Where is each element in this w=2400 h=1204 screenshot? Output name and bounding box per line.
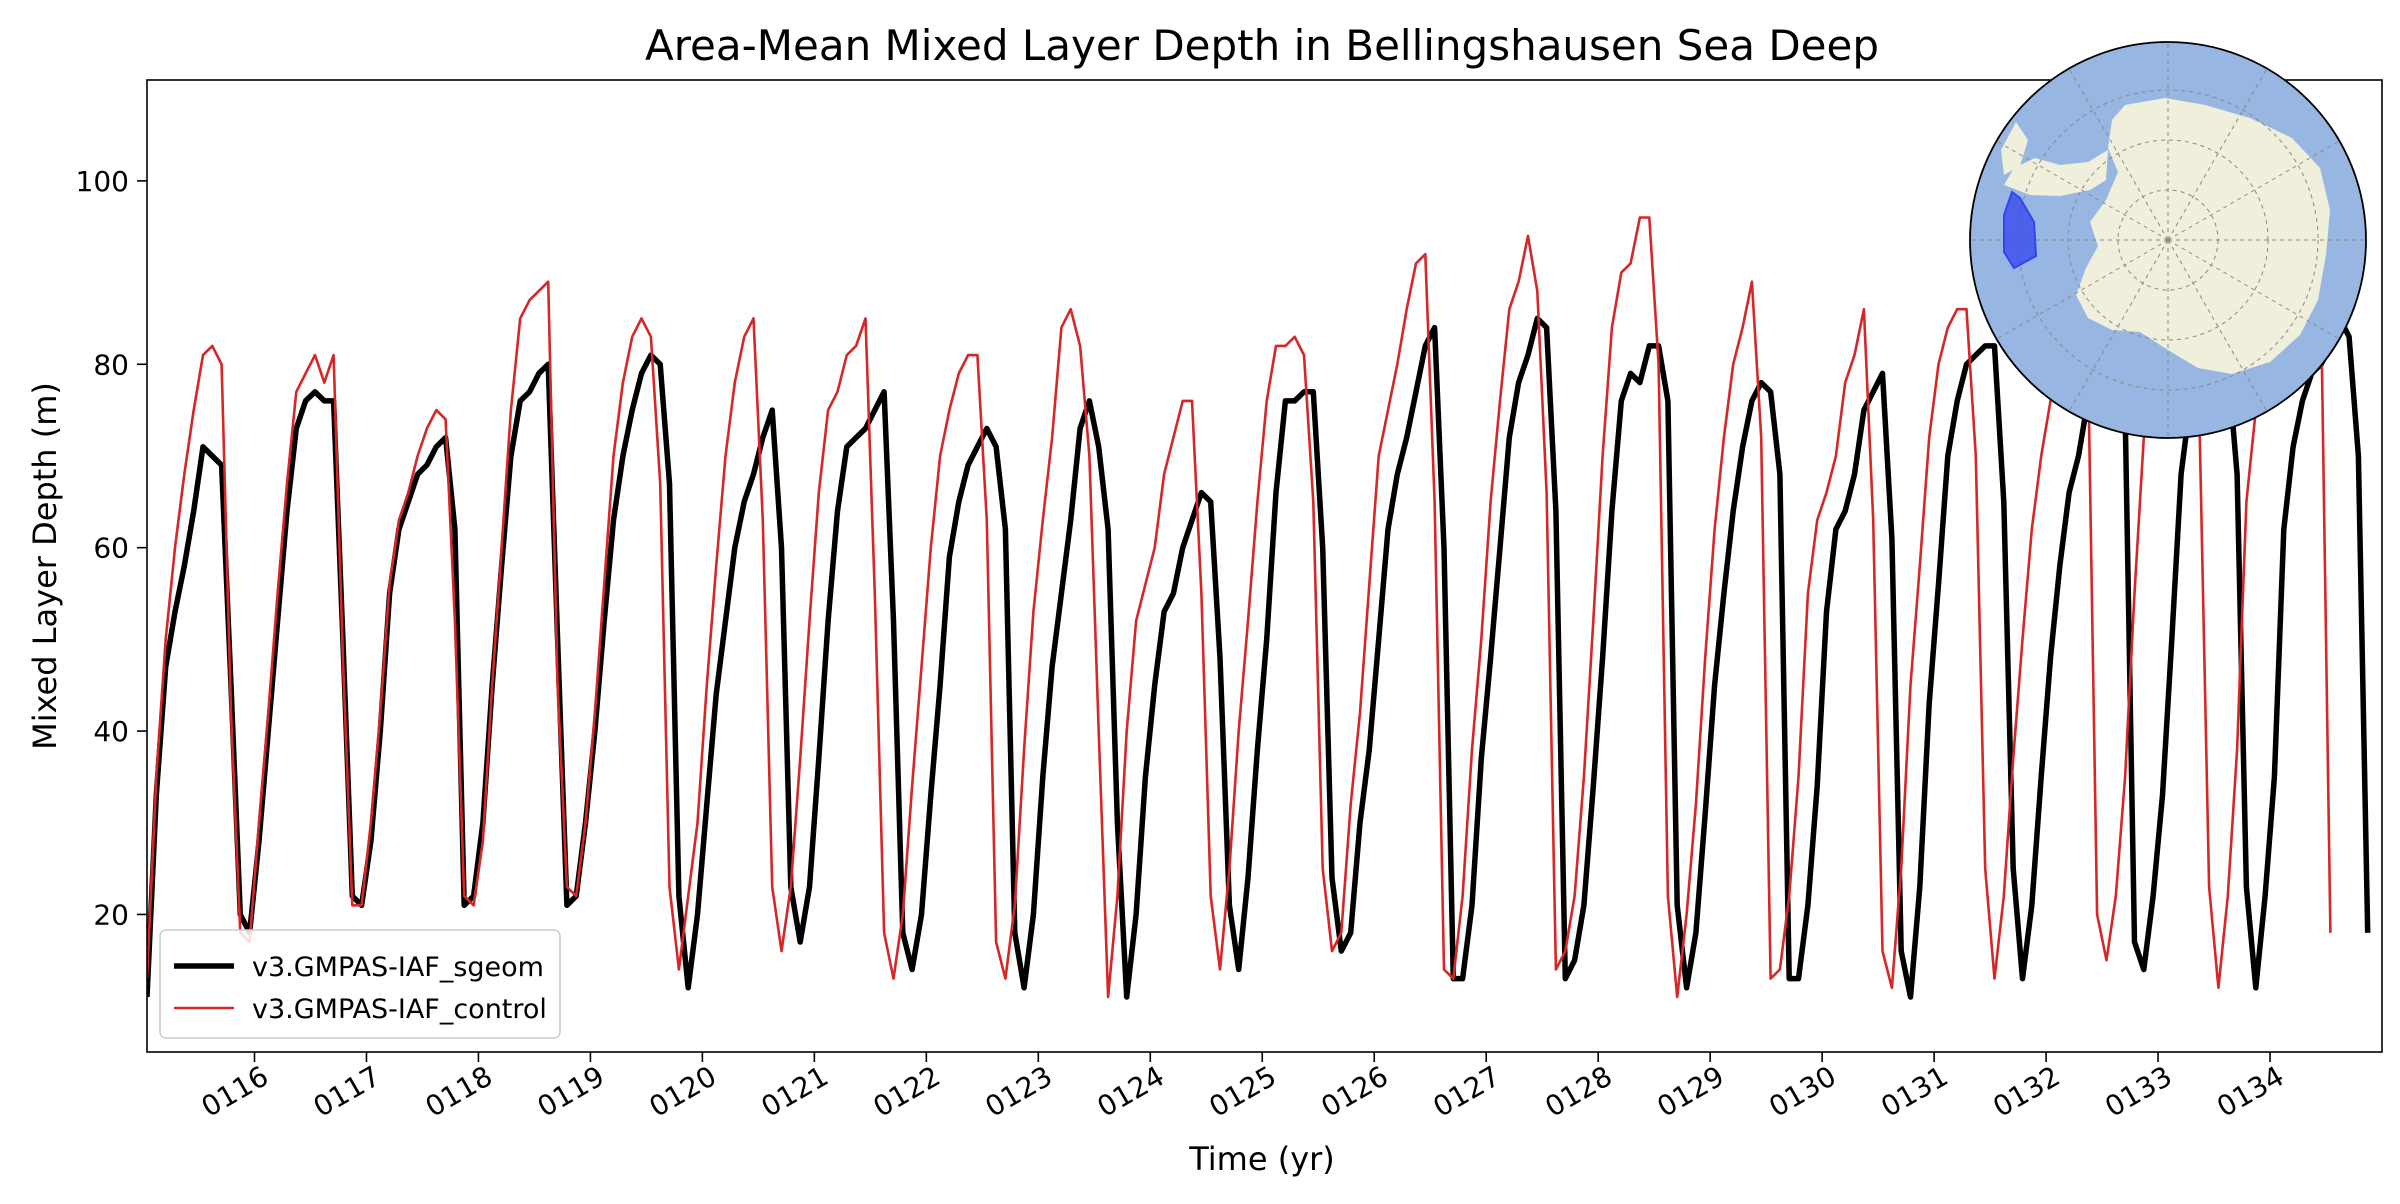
map-land-group	[2001, 98, 2330, 374]
legend-label-1: v3.GMPAS-IAF_sgeom	[252, 952, 544, 983]
peninsula-land	[2001, 122, 2028, 175]
map-graticule-ring	[2017, 89, 2319, 391]
plot-frame	[146, 79, 2383, 1053]
chart-title: Area-Mean Mixed Layer Depth in Bellingsh…	[645, 21, 1879, 70]
map-outline	[1969, 41, 2367, 439]
y-tick-label: 40	[93, 715, 129, 748]
legend-label-2: v3.GMPAS-IAF_control	[252, 994, 547, 1025]
map-graticule-meridian	[1996, 239, 2169, 340]
ross-region-land	[2004, 150, 2108, 196]
antarctica-land	[2076, 98, 2330, 374]
map-graticule-meridian	[1996, 140, 2169, 241]
legend: v3.GMPAS-IAF_sgeom v3.GMPAS-IAF_control	[159, 929, 561, 1039]
y-axis-label: Mixed Layer Depth (m)	[26, 382, 64, 750]
map-graticule-meridian	[2167, 68, 2268, 241]
inset-map	[1969, 41, 2367, 439]
map-graticule-meridian	[2167, 140, 2340, 241]
y-tick-label: 80	[93, 348, 129, 381]
y-tick-label: 20	[93, 898, 129, 931]
y-tick-label: 100	[76, 165, 129, 198]
x-axis-label: Time (yr)	[1188, 1140, 1335, 1178]
legend-box	[159, 929, 561, 1039]
series-line-1	[147, 315, 2371, 1000]
y-tick-label: 60	[93, 532, 129, 565]
map-graticule-meridian	[2167, 239, 2340, 340]
map-graticule-meridian	[2068, 239, 2169, 412]
map-graticule-meridian	[2068, 68, 2169, 241]
series-line-2	[147, 170, 2332, 999]
map-graticule-meridian	[2167, 239, 2268, 412]
bellingshausen-region	[2003, 190, 2038, 270]
